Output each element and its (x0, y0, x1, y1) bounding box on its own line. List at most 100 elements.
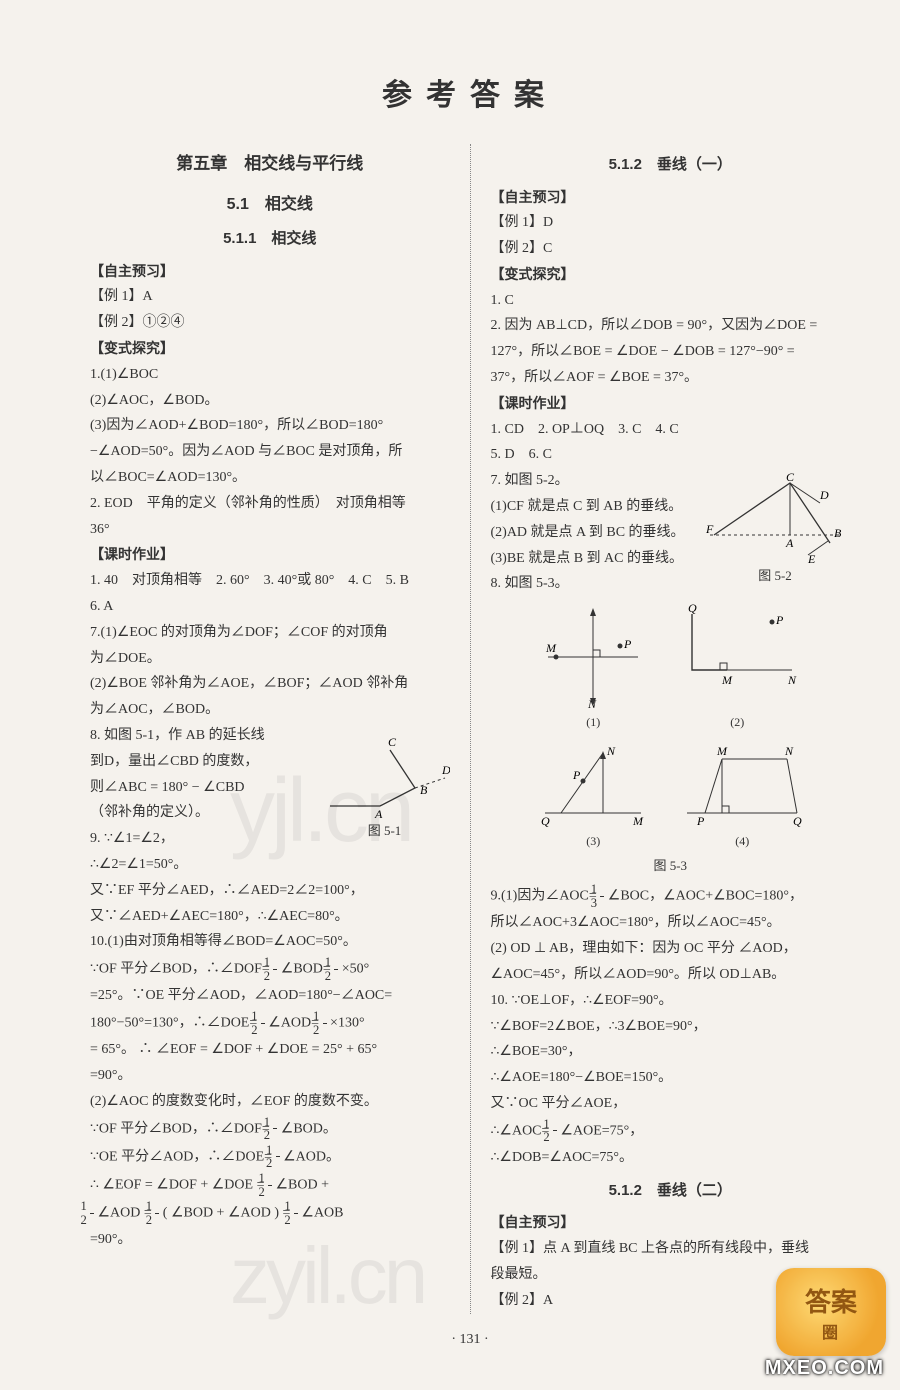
h7-2b: 为∠AOC，∠BOD。 (90, 698, 450, 722)
subsection-5-1-2a: 5.1.2 垂线（一） (491, 152, 851, 178)
svg-text:A: A (374, 807, 383, 818)
r-h10-6: ∴∠AOC= 12 ∠AOE=75°， (491, 1118, 851, 1144)
figure-5-1: C B A D 图 5-1 (320, 728, 450, 842)
figure-5-2-caption: 图 5-2 (700, 565, 850, 587)
r-h10-3: ∴∠BOE=30°， (491, 1040, 851, 1064)
h10-11: 12 ∠AOD = 12 ( ∠BOD + ∠AOD ) = 12 ∠AOB (90, 1200, 450, 1226)
homework-tag-r: 【课时作业】 (491, 392, 851, 416)
svg-text:C: C (388, 735, 397, 749)
r-ex2: 【例 2】C (491, 237, 851, 261)
h10-8: ∵OF 平分∠BOD，∴∠DOF= 12 ∠BOD。 (90, 1116, 450, 1142)
h6: 6. A (90, 595, 450, 619)
h9-2: ∴∠2=∠1=50°。 (90, 853, 450, 877)
column-divider (470, 144, 471, 1314)
answer-stamp: 答案 圈 (776, 1268, 886, 1356)
h9-4: 又∵∠AED+∠AEC=180°，∴∠AEC=80°。 (90, 905, 450, 929)
h9-3: 又∵EF 平分∠AED，∴∠AED=2∠2=100°， (90, 879, 450, 903)
r-v2-3: 37°，所以∠AOF = ∠BOE = 37°。 (491, 366, 851, 390)
v1-2: (2)∠AOC，∠BOD。 (90, 389, 450, 413)
h10-7: (2)∠AOC 的度数变化时，∠EOF 的度数不变。 (90, 1090, 450, 1114)
r-ex1: 【例 1】D (491, 211, 851, 235)
h10-6: =90°。 (90, 1064, 450, 1088)
h7-1: 7.(1)∠EOC 的对顶角为∠DOF；∠COF 的对顶角 (90, 621, 450, 645)
r-h10-7: ∴∠DOB=∠AOC=75°。 (491, 1146, 851, 1170)
svg-text:Q: Q (688, 602, 697, 615)
svg-text:F: F (705, 522, 714, 536)
figure-5-2: C D F A B E 图 5-2 (700, 473, 850, 587)
svg-text:P: P (572, 768, 581, 782)
v1-3b: −∠AOD=50°。因为∠AOD 与∠BOC 是对顶角，所 (90, 440, 450, 464)
right-column: 5.1.2 垂线（一） 【自主预习】 【例 1】D 【例 2】C 【变式探究】 … (491, 144, 851, 1314)
stamp-line2: 圈 (822, 1319, 840, 1343)
example-2: 【例 2】①②④ (90, 311, 450, 335)
h10-3: =25°。∵OE 平分∠AOD，∠AOD=180°−∠AOC= (90, 984, 450, 1008)
stamp-line1: 答案 (805, 1282, 857, 1319)
figure-5-3: P M N (1) (491, 602, 851, 877)
h10-2: ∵OF 平分∠BOD，∴∠DOF= 12 ∠BOD= 12 ×50° (90, 956, 450, 982)
r-h9-2: 所以∠AOC+3∠AOC=180°，所以∠AOC=45°。 (491, 911, 851, 935)
svg-text:B: B (834, 526, 842, 540)
svg-text:M: M (632, 814, 644, 828)
fig-5-3-1: P M N (538, 602, 648, 712)
subsection-5-1-1: 5.1.1 相交线 (90, 226, 450, 252)
h10-9: ∵OE 平分∠AOD，∴∠DOE= 12 ∠AOD。 (90, 1144, 450, 1170)
r-h5-6: 5. D 6. C (491, 443, 851, 467)
v2-1: 2. EOD 平角的定义（邻补角的性质） 对顶角相等 (90, 492, 450, 516)
h10-10: ∴ ∠EOF = ∠DOF + ∠DOE = 12 ∠BOD + (90, 1172, 450, 1198)
svg-text:C: C (786, 473, 795, 484)
preview-tag-r: 【自主预习】 (491, 186, 851, 210)
v2-2: 36° (90, 518, 450, 542)
v1-3c: 以∠BOC=∠AOD=130°。 (90, 466, 450, 490)
figure-5-2-svg: C D F A B E (700, 473, 850, 563)
r-h1-4: 1. CD 2. OP⊥OQ 3. C 4. C (491, 418, 851, 442)
h1-5: 1. 40 对顶角相等 2. 60° 3. 40°或 80° 4. C 5. B (90, 569, 450, 593)
preview-tag-r2: 【自主预习】 (491, 1211, 851, 1235)
r-h9-3: (2) OD ⊥ AB，理由如下：因为 OC 平分 ∠AOD， (491, 937, 851, 961)
svg-text:M: M (716, 744, 728, 758)
h7-1b: 为∠DOE。 (90, 647, 450, 671)
r-h10-2: ∵∠BOF=2∠BOE，∴3∠BOE=90°， (491, 1015, 851, 1039)
svg-text:A: A (785, 536, 794, 550)
svg-text:N: N (606, 744, 616, 758)
r-v2-2: 127°，所以∠BOE = ∠DOE − ∠DOB = 127°−90° = (491, 340, 851, 364)
svg-text:M: M (545, 641, 557, 655)
fig-5-3-1-label: (1) (538, 712, 648, 732)
homework-tag: 【课时作业】 (90, 543, 450, 567)
svg-text:N: N (787, 673, 797, 687)
r-h9-4: ∠AOC=45°，所以∠AOD=90°。所以 OD⊥AB。 (491, 963, 851, 987)
h10-4: 180°−50°=130°，∴∠DOE= 12 ∠AOD= 12 ×130° (90, 1010, 450, 1036)
fig-5-3-4-label: (4) (677, 831, 807, 851)
fig-5-3-3-label: (3) (533, 831, 653, 851)
svg-text:P: P (775, 613, 784, 627)
svg-text:Q: Q (793, 814, 802, 828)
r-v2-1: 2. 因为 AB⊥CD，所以∠DOB = 90°，又因为∠DOE = (491, 314, 851, 338)
svg-text:P: P (696, 814, 705, 828)
svg-text:N: N (784, 744, 794, 758)
chapter-heading: 第五章 相交线与平行线 (90, 150, 450, 179)
h10-1: 10.(1)由对顶角相等得∠BOD=∠AOC=50°。 (90, 930, 450, 954)
r2-ex1a: 【例 1】点 A 到直线 BC 上各点的所有线段中，垂线 (491, 1237, 851, 1261)
svg-text:E: E (807, 552, 816, 563)
fig-5-3-2-label: (2) (672, 712, 802, 732)
left-column: 第五章 相交线与平行线 5.1 相交线 5.1.1 相交线 【自主预习】 【例 … (90, 144, 450, 1314)
r-h9-1: 9.(1)因为∠AOC= 13 ∠BOC，∠AOC+∠BOC=180°， (491, 883, 851, 909)
h10-5: = 65°。 ∴ ∠EOF = ∠DOF + ∠DOE = 25° + 65° (90, 1038, 450, 1062)
variant-tag-r: 【变式探究】 (491, 263, 851, 287)
fig-5-3-4: M N P Q (677, 741, 807, 831)
svg-text:M: M (721, 673, 733, 687)
section-5-1: 5.1 相交线 (90, 191, 450, 218)
svg-text:P: P (623, 637, 632, 651)
fig-5-3-2: P Q M N (672, 602, 802, 712)
figure-5-1-svg: C B A D (320, 728, 450, 818)
page: yjl.cn zyil.cn 参考答案 第五章 相交线与平行线 5.1 相交线 … (0, 0, 900, 1390)
v1-1: 1.(1)∠BOC (90, 363, 450, 387)
svg-text:B: B (420, 783, 428, 797)
example-1: 【例 1】A (90, 285, 450, 309)
svg-text:D: D (819, 488, 829, 502)
r-h10-1: 10. ∵OE⊥OF，∴∠EOF=90°。 (491, 989, 851, 1013)
svg-text:Q: Q (541, 814, 550, 828)
content-columns: 第五章 相交线与平行线 5.1 相交线 5.1.1 相交线 【自主预习】 【例 … (90, 144, 850, 1314)
page-number: · 131 · (90, 1332, 850, 1348)
fig-5-3-3: P N Q M (533, 741, 653, 831)
v1-3a: (3)因为∠AOD+∠BOD=180°，所以∠BOD=180° (90, 414, 450, 438)
